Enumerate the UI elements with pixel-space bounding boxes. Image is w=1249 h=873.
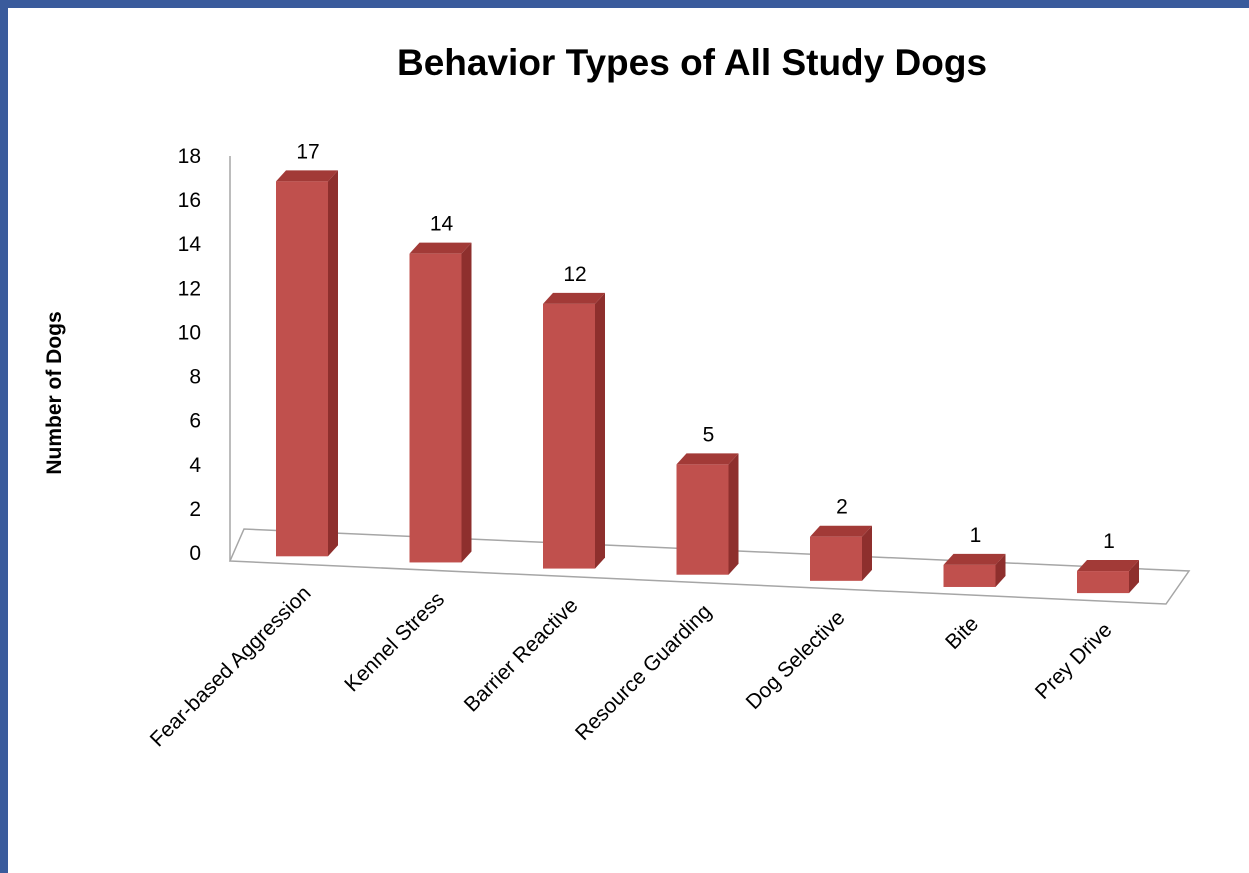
bar bbox=[276, 170, 338, 557]
bar-front bbox=[409, 253, 462, 563]
y-tick-label: 16 bbox=[178, 189, 201, 212]
bar-top bbox=[409, 242, 472, 254]
bar-front bbox=[543, 303, 595, 569]
y-axis-label: Number of Dogs bbox=[43, 311, 66, 474]
bar bbox=[810, 525, 872, 581]
data-label: 17 bbox=[296, 140, 319, 163]
data-label: 1 bbox=[970, 524, 982, 547]
category-label: Bite bbox=[941, 612, 983, 654]
y-tick-label: 0 bbox=[189, 542, 201, 565]
bar bbox=[1077, 560, 1139, 594]
category-label: Resource Guarding bbox=[571, 600, 716, 745]
y-tick-label: 6 bbox=[189, 410, 201, 433]
y-tick-label: 4 bbox=[189, 454, 201, 477]
bar-top bbox=[1077, 560, 1139, 572]
bar-side bbox=[862, 525, 872, 581]
bar-front bbox=[276, 181, 328, 557]
category-label: Fear-based Aggression bbox=[146, 582, 316, 752]
y-tick-label: 18 bbox=[178, 145, 201, 168]
category-label: Prey Drive bbox=[1031, 618, 1117, 704]
bars-layer bbox=[276, 170, 1139, 594]
data-label: 14 bbox=[430, 213, 454, 236]
y-tick-label: 2 bbox=[189, 498, 201, 521]
bar-front bbox=[676, 464, 729, 575]
y-tick-label: 14 bbox=[178, 233, 202, 256]
chart-title: Behavior Types of All Study Dogs bbox=[397, 42, 987, 83]
bar-front bbox=[1077, 571, 1129, 594]
y-tick-labels: 0 2 4 6 8 10 12 14 16 18 bbox=[178, 145, 202, 565]
bar bbox=[409, 242, 472, 563]
data-labels: 17 14 12 5 2 1 1 bbox=[296, 140, 1115, 553]
y-tick-label: 8 bbox=[189, 366, 201, 389]
chart-frame: Behavior Types of All Study Dogs Number … bbox=[8, 8, 1249, 873]
category-label: Dog Selective bbox=[742, 606, 850, 714]
bar-side bbox=[461, 242, 472, 563]
bar-side bbox=[995, 553, 1006, 587]
bar-top bbox=[276, 170, 338, 182]
bar-side bbox=[1129, 560, 1139, 594]
y-tick-label: 10 bbox=[178, 321, 201, 344]
bar-top bbox=[810, 525, 872, 537]
data-label: 12 bbox=[563, 263, 586, 286]
bar-side bbox=[728, 453, 739, 575]
bar-front bbox=[810, 536, 862, 581]
bar-top bbox=[543, 292, 605, 304]
bar-top bbox=[943, 553, 1006, 565]
bar bbox=[676, 453, 739, 575]
bar-side bbox=[328, 170, 338, 557]
bar bbox=[943, 553, 1006, 587]
data-label: 5 bbox=[703, 423, 715, 446]
category-label: Barrier Reactive bbox=[460, 594, 583, 717]
bar-top bbox=[676, 453, 739, 465]
data-label: 2 bbox=[836, 496, 848, 519]
bar-side bbox=[595, 292, 605, 569]
category-labels: Fear-based Aggression Kennel Stress Barrie… bbox=[146, 582, 1117, 752]
category-label: Kennel Stress bbox=[340, 588, 449, 697]
bar-chart: Behavior Types of All Study Dogs Number … bbox=[43, 42, 1191, 752]
data-label: 1 bbox=[1103, 530, 1115, 553]
y-tick-label: 12 bbox=[178, 277, 201, 300]
bar-front bbox=[943, 564, 996, 587]
bar bbox=[543, 292, 605, 569]
